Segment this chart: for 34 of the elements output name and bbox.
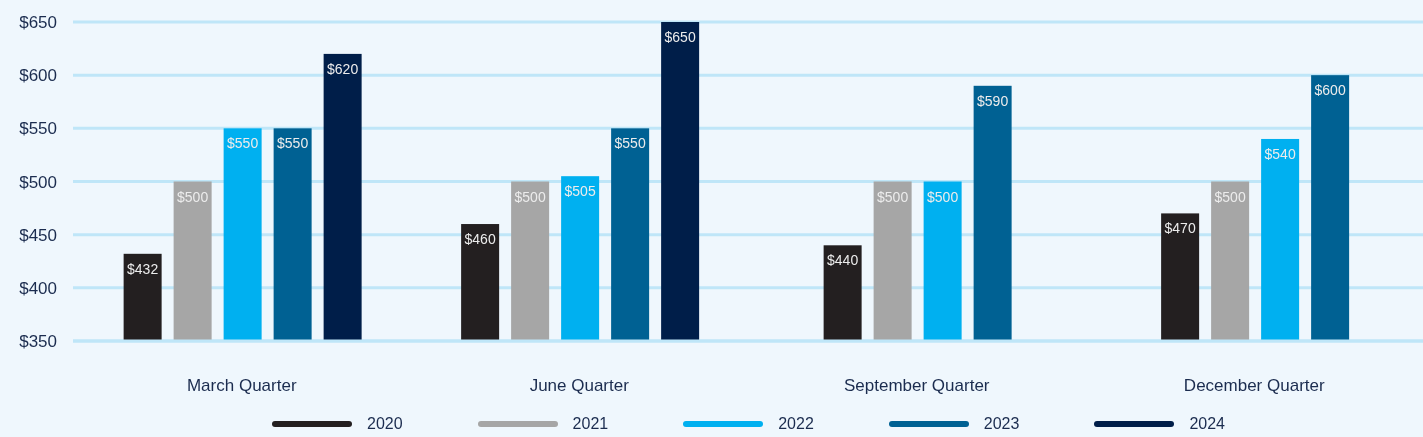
data-label: $500 — [1214, 188, 1246, 205]
x-tick-label: March Quarter — [186, 376, 297, 396]
data-label: $440 — [827, 252, 859, 269]
y-tick-label: $400 — [19, 278, 57, 298]
x-tick-label: December Quarter — [1183, 376, 1325, 396]
y-tick-label: $350 — [19, 332, 57, 352]
data-label: $550 — [277, 135, 309, 152]
legend-label: 2020 — [367, 415, 403, 433]
legend-label: 2022 — [778, 415, 814, 433]
data-label: $505 — [564, 183, 596, 200]
legend-label: 2023 — [983, 415, 1020, 433]
y-tick-label: $500 — [19, 172, 57, 192]
data-label: $460 — [464, 231, 496, 248]
y-tick-label: $650 — [19, 13, 57, 33]
legend-label: 2024 — [1189, 415, 1225, 433]
data-label: $432 — [127, 260, 159, 277]
x-tick-label: September Quarter — [843, 376, 990, 396]
data-label: $500 — [177, 188, 209, 205]
y-tick-label: $600 — [19, 66, 57, 86]
legend-label: 2021 — [572, 415, 609, 433]
data-label: $500 — [927, 188, 959, 205]
data-label: $550 — [614, 135, 646, 152]
data-label: $500 — [514, 188, 546, 205]
data-label: $540 — [1264, 145, 1296, 162]
data-label: $470 — [1164, 220, 1196, 237]
x-tick-label: June Quarter — [529, 376, 630, 396]
data-label: $550 — [227, 135, 259, 152]
y-tick-label: $550 — [19, 119, 57, 139]
data-label: $600 — [1314, 82, 1346, 99]
data-label: $500 — [877, 188, 909, 205]
y-tick-label: $450 — [19, 225, 57, 245]
data-label: $620 — [327, 60, 359, 77]
data-label: $650 — [664, 29, 696, 45]
data-label: $590 — [977, 92, 1009, 109]
